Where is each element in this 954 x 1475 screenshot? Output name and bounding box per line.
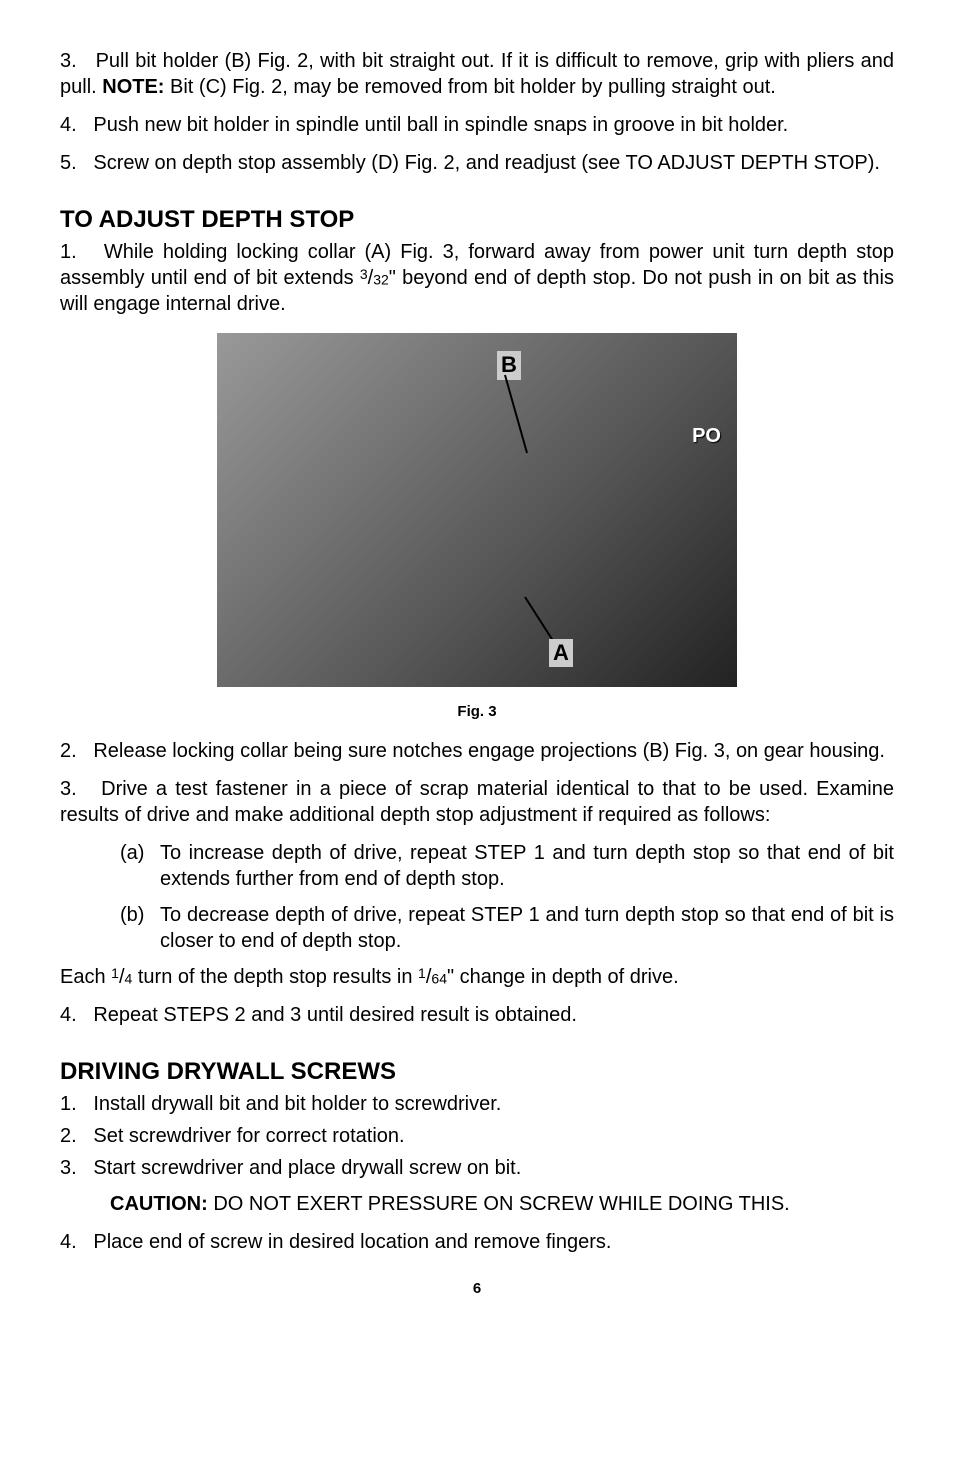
step-num: 2.	[60, 1125, 77, 1147]
step-3-para: 3. Pull bit holder (B) Fig. 2, with bit …	[60, 48, 894, 100]
adjust-step-1: 1. While holding locking collar (A) Fig.…	[60, 239, 894, 317]
figure-caption: Fig. 3	[60, 702, 894, 722]
text: Set screwdriver for correct rotation.	[93, 1125, 404, 1147]
step-num: 3.	[60, 1157, 77, 1179]
step-num: 1.	[60, 241, 77, 263]
step-num: 4.	[60, 1004, 77, 1026]
step-num: 2.	[60, 740, 77, 762]
heading-driving-drywall: DRIVING DRYWALL SCREWS	[60, 1056, 894, 1087]
caution-para: CAUTION: DO NOT EXERT PRESSURE ON SCREW …	[110, 1191, 894, 1217]
sub-key: (b)	[120, 902, 160, 954]
text: Push new bit holder in spindle until bal…	[93, 114, 788, 136]
step-num: 4.	[60, 1231, 77, 1253]
figure-brand-text: PO	[692, 423, 721, 449]
text: Screw on depth stop assembly (D) Fig. 2,…	[93, 152, 880, 174]
text: turn of the depth stop results in	[132, 966, 418, 988]
step-5-para: 5. Screw on depth stop assembly (D) Fig.…	[60, 150, 894, 176]
caution-label: CAUTION:	[110, 1193, 208, 1215]
drive-step-2: 2. Set screwdriver for correct rotation.	[60, 1123, 894, 1149]
figure-3-image: B PO A	[217, 333, 737, 687]
figure-lines	[217, 333, 737, 687]
frac-den: 32	[373, 272, 389, 288]
adjust-step-4: 4. Repeat STEPS 2 and 3 until desired re…	[60, 1002, 894, 1028]
step-num: 1.	[60, 1093, 77, 1115]
sub-list: (a) To increase depth of drive, repeat S…	[120, 840, 894, 954]
text: Repeat STEPS 2 and 3 until desired resul…	[93, 1004, 577, 1026]
frac-num: 1	[418, 965, 426, 981]
sub-text: To increase depth of drive, repeat STEP …	[160, 840, 894, 892]
figure-3-container: B PO A Fig. 3	[60, 333, 894, 722]
frac-num: 3	[360, 266, 368, 282]
text: Drive a test fastener in a piece of scra…	[60, 778, 894, 826]
step-4-para: 4. Push new bit holder in spindle until …	[60, 112, 894, 138]
adjust-step-2: 2. Release locking collar being sure not…	[60, 738, 894, 764]
text: Start screwdriver and place drywall scre…	[93, 1157, 521, 1179]
sub-item-a: (a) To increase depth of drive, repeat S…	[120, 840, 894, 892]
text: Place end of screw in desired location a…	[93, 1231, 611, 1253]
sub-text: To decrease depth of drive, repeat STEP …	[160, 902, 894, 954]
step-num: 4.	[60, 114, 77, 136]
text: Install drywall bit and bit holder to sc…	[93, 1093, 501, 1115]
frac-den: 64	[431, 970, 447, 986]
text: " change in depth of drive.	[447, 966, 679, 988]
sub-item-b: (b) To decrease depth of drive, repeat S…	[120, 902, 894, 954]
frac-num: 1	[111, 965, 119, 981]
heading-adjust-depth-stop: TO ADJUST DEPTH STOP	[60, 204, 894, 235]
step-num: 3.	[60, 50, 77, 72]
adjust-step-3: 3. Drive a test fastener in a piece of s…	[60, 776, 894, 828]
each-turn-para: Each 1/4 turn of the depth stop results …	[60, 964, 894, 990]
drive-step-4: 4. Place end of screw in desired locatio…	[60, 1229, 894, 1255]
drive-step-3: 3. Start screwdriver and place drywall s…	[60, 1155, 894, 1181]
figure-label-a: A	[549, 639, 573, 668]
sub-key: (a)	[120, 840, 160, 892]
step-num: 5.	[60, 152, 77, 174]
drive-step-1: 1. Install drywall bit and bit holder to…	[60, 1091, 894, 1117]
step-num: 3.	[60, 778, 77, 800]
text: Bit (C) Fig. 2, may be removed from bit …	[164, 76, 775, 98]
text: Release locking collar being sure notche…	[93, 740, 885, 762]
page-number: 6	[60, 1279, 894, 1299]
caution-text: DO NOT EXERT PRESSURE ON SCREW WHILE DOI…	[208, 1193, 790, 1215]
text: Each	[60, 966, 111, 988]
note-label: NOTE:	[102, 76, 164, 98]
